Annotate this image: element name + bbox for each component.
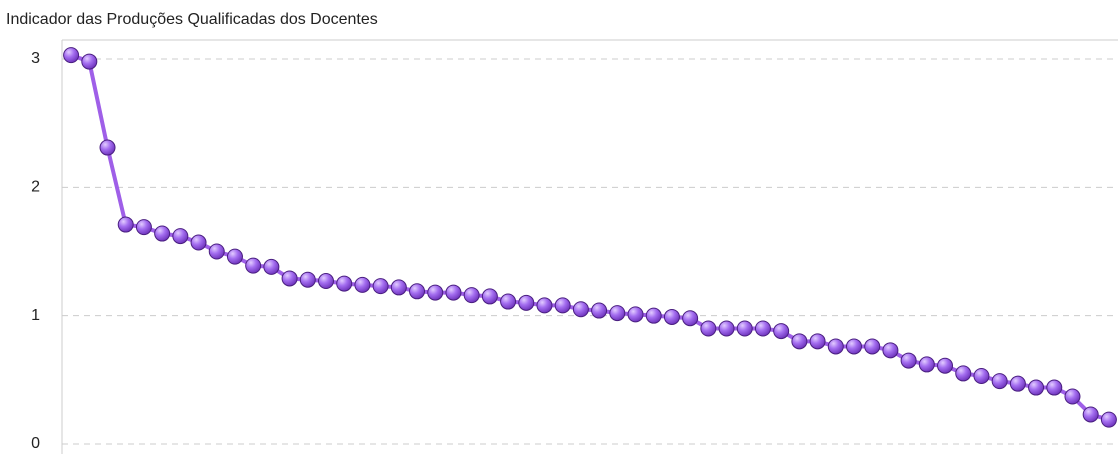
point bbox=[81, 53, 98, 70]
point bbox=[572, 301, 589, 318]
point bbox=[500, 293, 517, 310]
point bbox=[937, 357, 954, 374]
point bbox=[226, 248, 243, 265]
point bbox=[390, 279, 407, 296]
point bbox=[281, 270, 298, 287]
point bbox=[1046, 379, 1063, 396]
y-tick-label: 1 bbox=[31, 307, 40, 324]
point bbox=[591, 302, 608, 319]
point bbox=[827, 338, 844, 355]
chart-title: Indicador das Produções Qualificadas dos… bbox=[6, 11, 378, 28]
point bbox=[172, 228, 189, 245]
point bbox=[718, 320, 735, 337]
point bbox=[754, 320, 771, 337]
point bbox=[1064, 388, 1081, 405]
point bbox=[955, 365, 972, 382]
point bbox=[427, 284, 444, 301]
point bbox=[846, 338, 862, 355]
point bbox=[154, 225, 171, 242]
point bbox=[1100, 411, 1117, 428]
point bbox=[63, 47, 80, 64]
point bbox=[791, 333, 808, 350]
point bbox=[700, 320, 717, 337]
point bbox=[900, 352, 917, 369]
point bbox=[645, 307, 662, 324]
point bbox=[463, 287, 480, 304]
point bbox=[1028, 379, 1045, 396]
point bbox=[336, 275, 353, 292]
y-tick-label: 2 bbox=[31, 179, 40, 196]
point bbox=[409, 283, 426, 300]
line bbox=[70, 53, 1110, 422]
point bbox=[609, 305, 626, 322]
point bbox=[736, 320, 753, 337]
point bbox=[263, 258, 280, 275]
point bbox=[208, 243, 225, 260]
point bbox=[554, 297, 571, 314]
point bbox=[445, 284, 462, 301]
point bbox=[682, 310, 699, 327]
point bbox=[773, 323, 790, 340]
point bbox=[135, 219, 152, 236]
point bbox=[318, 273, 334, 290]
point bbox=[663, 308, 680, 325]
point bbox=[882, 342, 899, 359]
point bbox=[354, 276, 371, 293]
point bbox=[991, 373, 1008, 390]
point bbox=[99, 139, 116, 156]
y-tick-label: 3 bbox=[31, 50, 40, 67]
point bbox=[1082, 406, 1099, 423]
point bbox=[864, 338, 881, 355]
point bbox=[627, 306, 644, 323]
point bbox=[809, 333, 826, 350]
y-tick-label: 0 bbox=[31, 435, 40, 452]
point bbox=[481, 288, 498, 305]
point bbox=[117, 216, 134, 233]
point bbox=[918, 356, 935, 373]
point bbox=[372, 278, 389, 295]
point bbox=[190, 234, 207, 251]
point bbox=[245, 257, 262, 274]
point bbox=[973, 367, 990, 384]
point bbox=[536, 297, 553, 314]
point bbox=[1009, 375, 1026, 392]
point bbox=[518, 294, 535, 311]
point bbox=[299, 271, 316, 288]
